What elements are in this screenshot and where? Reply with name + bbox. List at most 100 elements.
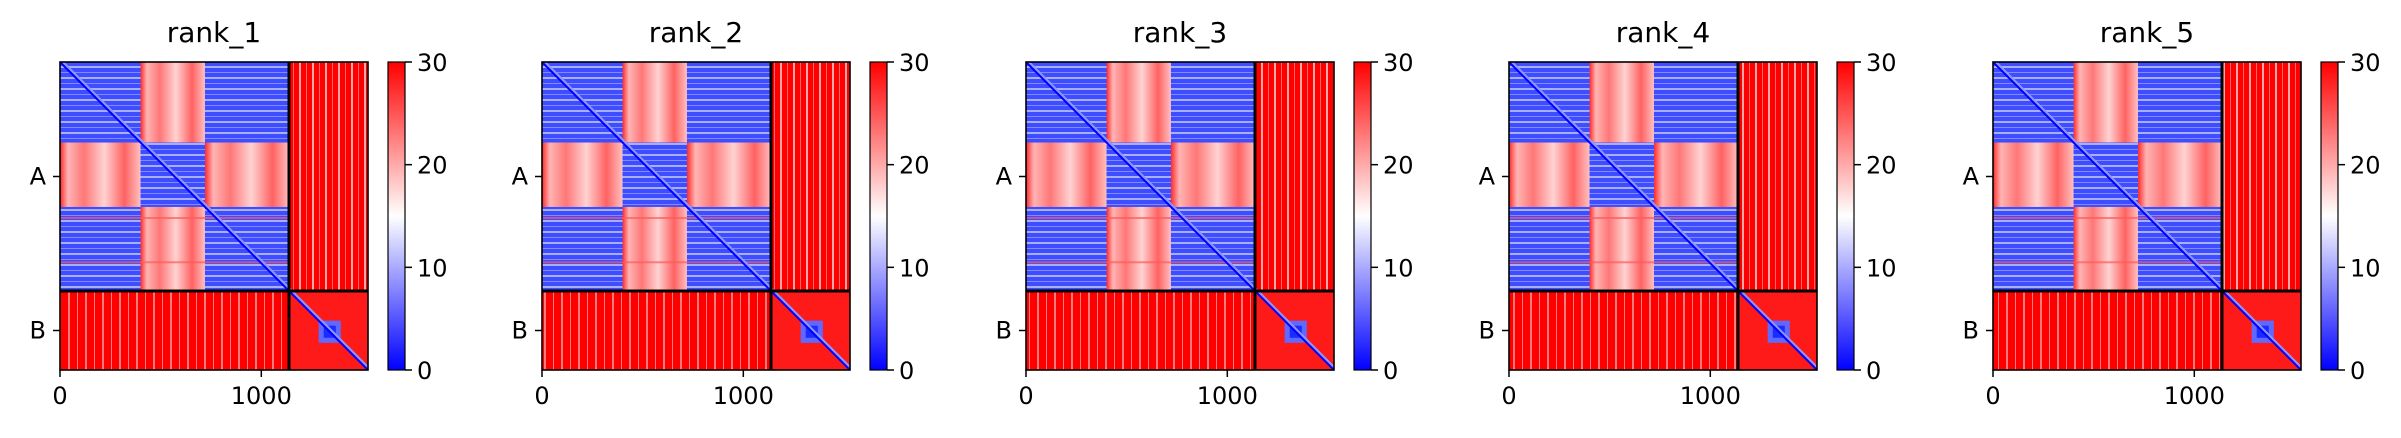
row-streak-1 xyxy=(1026,217,1255,220)
x-tick-label: 0 xyxy=(534,382,549,410)
colorbar-tick-label: 0 xyxy=(1383,357,1398,385)
colorbar: 0 10 20 30 xyxy=(1353,49,1414,385)
row-streak-2 xyxy=(60,261,289,264)
domain-block-left xyxy=(1993,142,2074,207)
y-tick-label: A xyxy=(996,163,1013,191)
x-tick-label: 1000 xyxy=(231,382,292,410)
block-b-a-texture xyxy=(1993,291,2222,370)
y-tick-label: A xyxy=(1479,163,1496,191)
panel-title: rank_3 xyxy=(1133,16,1227,49)
y-tick-label: B xyxy=(1963,317,1979,345)
x-tick-label: 0 xyxy=(1985,382,2000,410)
colorbar-tick-label: 20 xyxy=(1383,152,1414,180)
pae-heatmap xyxy=(541,61,851,371)
panel-title: rank_4 xyxy=(1616,16,1710,49)
colorbar: 0 10 20 30 xyxy=(2320,49,2381,385)
colorbar-tick-label: 20 xyxy=(2350,152,2381,180)
colorbar-tick-label: 10 xyxy=(1866,254,1897,282)
colorbar-tick-label: 30 xyxy=(1383,49,1414,77)
block-b-a-texture xyxy=(60,291,289,370)
block-a-b-texture xyxy=(771,62,850,291)
row-streak-1 xyxy=(60,217,289,220)
x-tick-label: 1000 xyxy=(1197,382,1258,410)
domain-block-left xyxy=(1509,142,1590,207)
x-tick-label: 1000 xyxy=(1680,382,1741,410)
heatmap-panel-1: rank_1 A B 0 1000 0 10 20 30 xyxy=(30,16,448,410)
colorbar: 0 10 20 30 xyxy=(869,49,930,385)
x-tick-label: 0 xyxy=(1501,382,1516,410)
panel-title: rank_5 xyxy=(2100,16,2194,49)
panel-title: rank_1 xyxy=(167,16,261,49)
panel-title: rank_2 xyxy=(649,16,743,49)
colorbar-tick-label: 30 xyxy=(2350,49,2381,77)
heatmap-panel-3: rank_3 A B 0 1000 0 10 20 30 xyxy=(996,16,1414,410)
diagonal-halo xyxy=(544,61,851,368)
domain-block-right xyxy=(2137,142,2223,207)
colorbar-tick-label: 30 xyxy=(899,49,930,77)
diagonal-band xyxy=(59,61,369,371)
domain-block-top xyxy=(1106,62,1171,143)
row-streak-2 xyxy=(1509,261,1738,264)
colorbar-tick-label: 30 xyxy=(1866,49,1897,77)
y-tick-label: B xyxy=(996,317,1012,345)
x-tick-label: 0 xyxy=(1018,382,1033,410)
colorbar-gradient xyxy=(387,61,406,371)
row-streak-1 xyxy=(1509,217,1738,220)
row-streak-1 xyxy=(1993,217,2222,220)
y-tick-label: B xyxy=(1479,317,1495,345)
y-tick-label: B xyxy=(512,317,528,345)
diagonal-band xyxy=(1992,61,2302,371)
y-tick-label: A xyxy=(30,163,47,191)
colorbar-tick-label: 0 xyxy=(899,357,914,385)
colorbar-tick-label: 10 xyxy=(899,254,930,282)
domain-block-left xyxy=(1026,142,1107,207)
x-tick-label: 1000 xyxy=(713,382,774,410)
heatmap-panel-5: rank_5 A B 0 1000 0 10 20 30 xyxy=(1963,16,2381,410)
block-a-b-texture xyxy=(2222,62,2301,291)
block-a-b-texture xyxy=(289,62,368,291)
plot-frame xyxy=(1992,61,2302,371)
diagonal-band xyxy=(541,61,851,371)
domain-block-top xyxy=(2073,62,2138,143)
diagonal-band xyxy=(1025,61,1335,371)
plot-frame xyxy=(541,61,851,371)
domain-block-bottom xyxy=(622,206,687,292)
block-b-a-texture xyxy=(1026,291,1255,370)
row-streak-2 xyxy=(1993,261,2222,264)
diagonal-band xyxy=(1508,61,1818,371)
colorbar-gradient xyxy=(869,61,888,371)
diagonal-halo xyxy=(1028,61,1335,368)
pae-heatmap xyxy=(59,61,369,371)
colorbar-tick-label: 10 xyxy=(1383,254,1414,282)
domain-block-bottom xyxy=(1106,206,1171,292)
colorbar-gradient xyxy=(1836,61,1855,371)
colorbar-gradient xyxy=(1353,61,1372,371)
row-streak-1 xyxy=(542,217,771,220)
block-b-a-texture xyxy=(1509,291,1738,370)
y-tick-label: B xyxy=(30,317,46,345)
colorbar-tick-label: 20 xyxy=(1866,152,1897,180)
domain-block-right xyxy=(1170,142,1256,207)
x-tick-label: 1000 xyxy=(2164,382,2225,410)
colorbar-tick-label: 30 xyxy=(417,49,448,77)
pae-heatmap xyxy=(1992,61,2302,371)
colorbar-tick-label: 0 xyxy=(1866,357,1881,385)
colorbar-tick-label: 10 xyxy=(417,254,448,282)
x-tick-label: 0 xyxy=(52,382,67,410)
colorbar-tick-label: 10 xyxy=(2350,254,2381,282)
block-a-b-texture xyxy=(1738,62,1817,291)
domain-block-bottom xyxy=(1589,206,1654,292)
colorbar-tick-label: 0 xyxy=(417,357,432,385)
domain-block-left xyxy=(60,142,141,207)
colorbar-tick-label: 20 xyxy=(899,152,930,180)
row-streak-2 xyxy=(542,261,771,264)
domain-block-right xyxy=(204,142,290,207)
pae-heatmap xyxy=(1508,61,1818,371)
plot-frame xyxy=(59,61,369,371)
domain-block-top xyxy=(1589,62,1654,143)
plot-frame xyxy=(1508,61,1818,371)
block-a-b-texture xyxy=(1255,62,1334,291)
domain-block-right xyxy=(1653,142,1739,207)
domain-block-bottom xyxy=(140,206,205,292)
